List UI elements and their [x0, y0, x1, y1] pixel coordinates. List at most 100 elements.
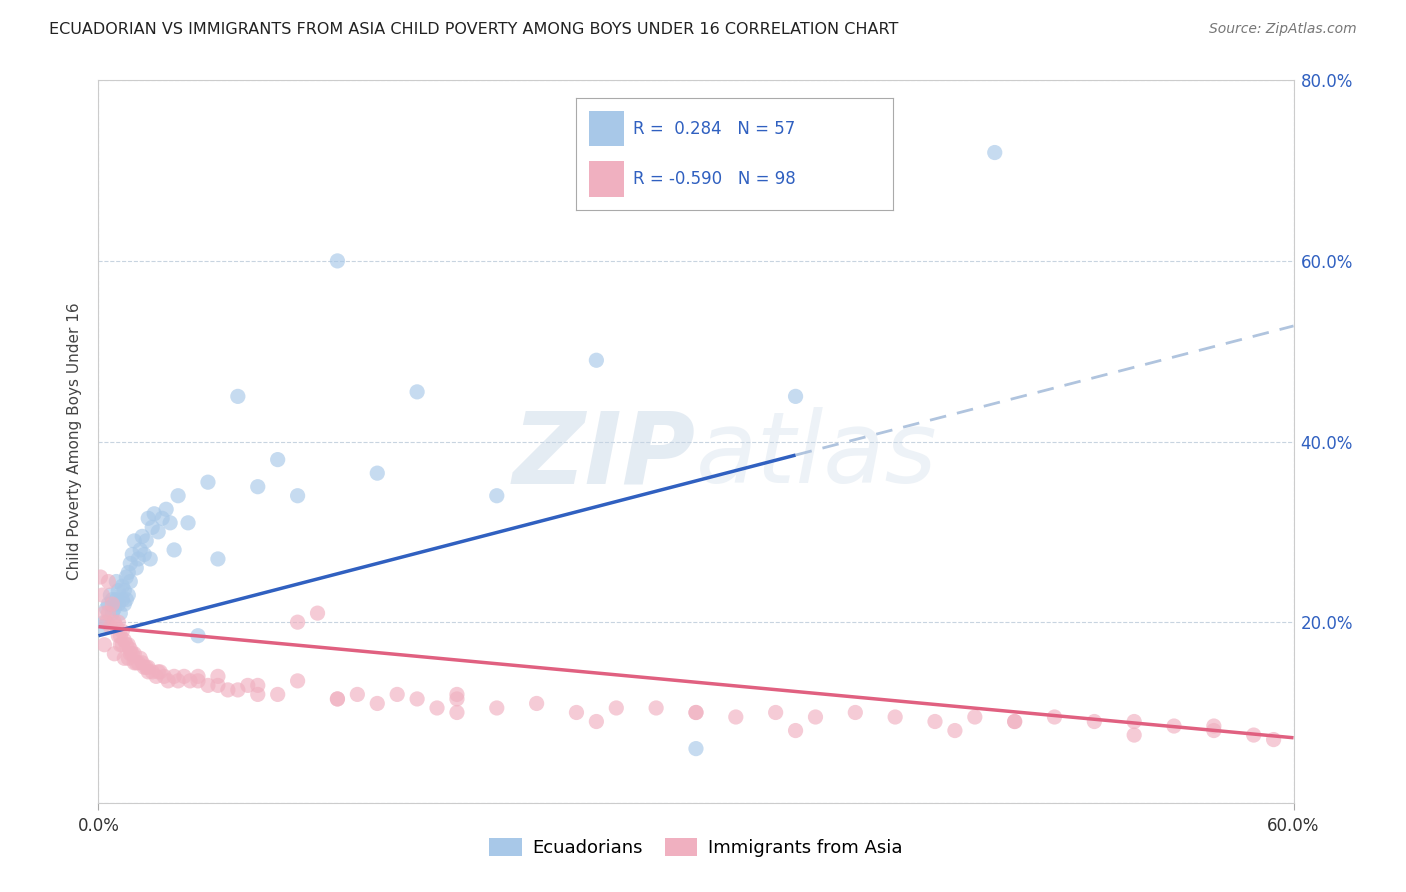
Y-axis label: Child Poverty Among Boys Under 16: Child Poverty Among Boys Under 16 — [67, 302, 83, 581]
Point — [112, 651, 135, 665]
Point — [125, 561, 148, 575]
Point — [149, 665, 172, 679]
Point — [107, 583, 129, 598]
Point — [1083, 714, 1105, 729]
Point — [217, 682, 239, 697]
Point — [765, 706, 787, 720]
Point — [346, 687, 368, 701]
Point — [103, 647, 125, 661]
Point — [120, 574, 142, 589]
Point — [96, 615, 118, 630]
Point — [117, 588, 139, 602]
Point — [685, 706, 707, 720]
Point — [139, 552, 162, 566]
Text: Source: ZipAtlas.com: Source: ZipAtlas.com — [1209, 22, 1357, 37]
Point — [120, 557, 142, 571]
Point — [1004, 714, 1026, 729]
Point — [287, 489, 309, 503]
Point — [111, 579, 134, 593]
Point — [134, 548, 156, 562]
Point — [115, 638, 138, 652]
Point — [117, 651, 139, 665]
Point — [124, 656, 146, 670]
Point — [585, 353, 607, 368]
Point — [91, 620, 114, 634]
Point — [120, 647, 142, 661]
Point — [103, 615, 125, 630]
Point — [187, 629, 209, 643]
Point — [197, 678, 219, 692]
Point — [1123, 728, 1146, 742]
Point — [96, 601, 118, 615]
Point — [426, 701, 449, 715]
Point — [136, 660, 159, 674]
Point — [1123, 714, 1146, 729]
Point — [236, 678, 259, 692]
Point — [131, 656, 153, 670]
Point — [107, 597, 129, 611]
Point — [127, 552, 149, 566]
Point — [98, 588, 122, 602]
Point — [605, 701, 627, 715]
Point — [326, 254, 349, 268]
Point — [105, 620, 128, 634]
Point — [110, 629, 132, 643]
Point — [136, 511, 159, 525]
Point — [326, 692, 349, 706]
Point — [326, 692, 349, 706]
Point — [1043, 710, 1066, 724]
Point — [120, 642, 142, 657]
Point — [785, 723, 807, 738]
Point — [110, 638, 132, 652]
Point — [91, 588, 114, 602]
Point — [135, 533, 157, 548]
Point — [943, 723, 966, 738]
Point — [446, 706, 468, 720]
Point — [307, 606, 329, 620]
Point — [145, 669, 167, 683]
Point — [135, 660, 157, 674]
Point — [98, 620, 122, 634]
Point — [685, 741, 707, 756]
Point — [167, 673, 190, 688]
Point — [246, 480, 269, 494]
Point — [179, 673, 201, 688]
Point — [124, 647, 146, 661]
Point — [385, 687, 409, 701]
Point — [207, 669, 229, 683]
Point — [107, 615, 129, 630]
Point — [173, 669, 195, 683]
Point — [143, 507, 166, 521]
Point — [121, 548, 143, 562]
Text: atlas: atlas — [696, 408, 938, 505]
Point — [287, 615, 309, 630]
Point — [724, 710, 747, 724]
Point — [107, 629, 129, 643]
Point — [1163, 719, 1185, 733]
Point — [406, 692, 429, 706]
Legend: Ecuadorians, Immigrants from Asia: Ecuadorians, Immigrants from Asia — [481, 829, 911, 866]
Point — [121, 647, 143, 661]
Text: ECUADORIAN VS IMMIGRANTS FROM ASIA CHILD POVERTY AMONG BOYS UNDER 16 CORRELATION: ECUADORIAN VS IMMIGRANTS FROM ASIA CHILD… — [49, 22, 898, 37]
Point — [167, 489, 190, 503]
Point — [645, 701, 668, 715]
Point — [159, 516, 181, 530]
Point — [93, 638, 115, 652]
Point — [112, 633, 135, 648]
Point — [148, 524, 170, 539]
Point — [117, 638, 139, 652]
Point — [93, 615, 115, 630]
Point — [785, 389, 807, 403]
Point — [127, 656, 149, 670]
Point — [207, 678, 229, 692]
Point — [1263, 732, 1285, 747]
Point — [115, 570, 138, 584]
Point — [804, 710, 827, 724]
Point — [105, 592, 128, 607]
Point — [197, 475, 219, 490]
Point — [1202, 719, 1225, 733]
Point — [924, 714, 946, 729]
Point — [226, 682, 249, 697]
Point — [585, 714, 607, 729]
Point — [141, 665, 163, 679]
